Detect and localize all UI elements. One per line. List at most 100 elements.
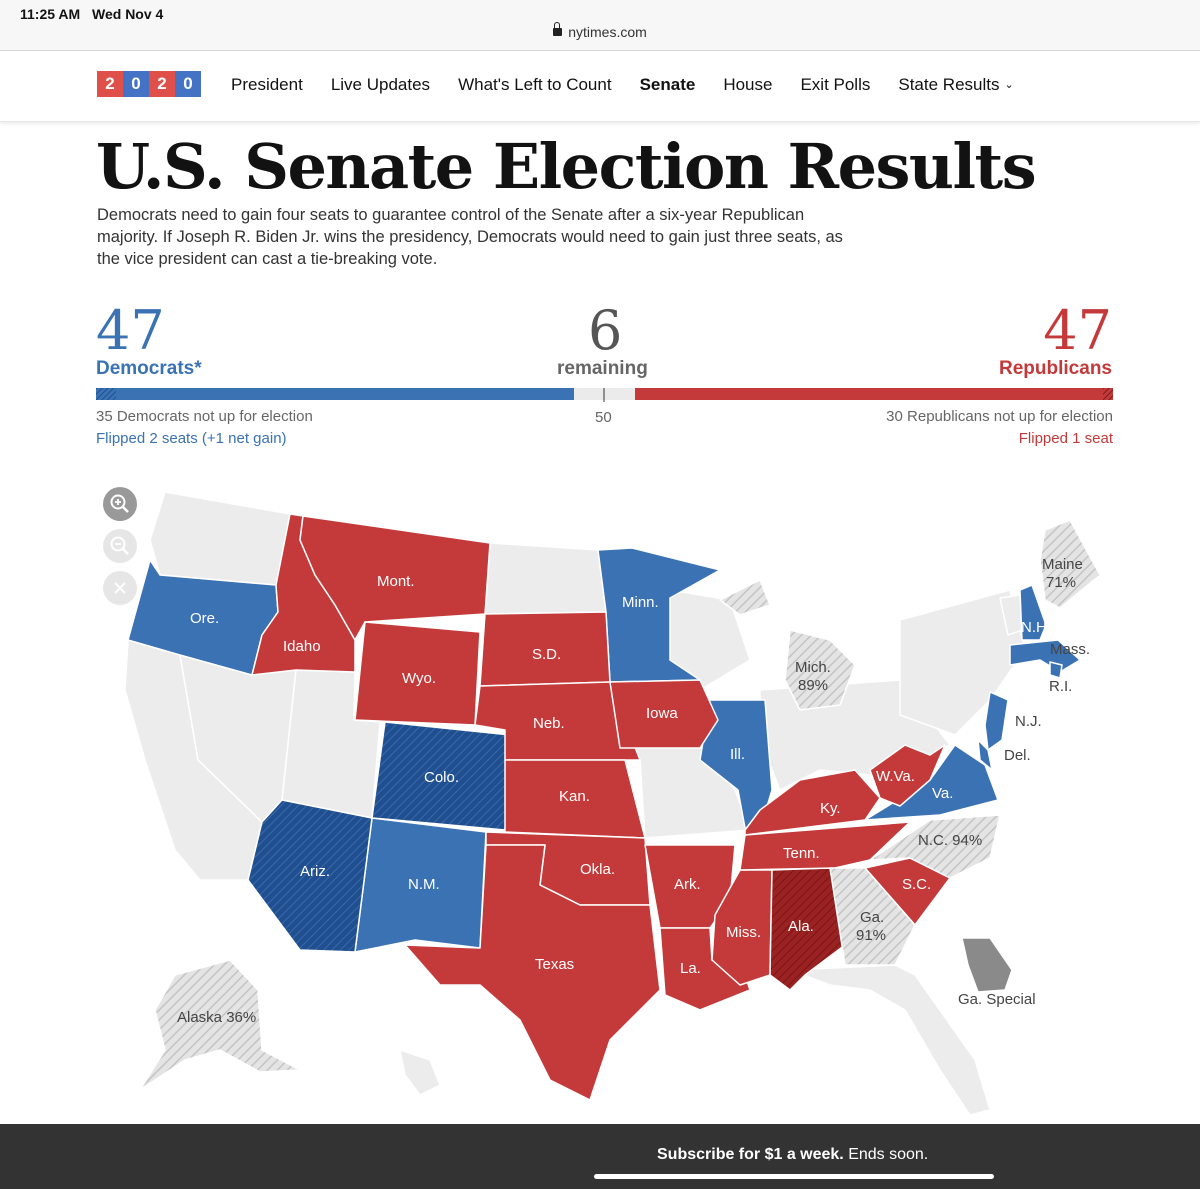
address-bar[interactable]: nytimes.com [0,22,1200,40]
election-2020-logo[interactable]: 2 0 2 0 [97,71,201,97]
state-label: Maine [1042,556,1083,573]
reset-map-button[interactable] [103,571,137,605]
state-label: Iowa [646,705,678,722]
rep-seat-count: 47 [1043,299,1112,362]
state-label: 89% [798,677,828,694]
state-label: Kan. [559,788,590,805]
rep-bar [635,388,1113,400]
state-label: Mass. [1050,641,1090,658]
rep-label: Republicans [999,358,1112,379]
state-label: 91% [856,927,886,944]
zoom-out-icon [110,536,129,555]
top-navigation: 2 0 2 0 President Live Updates What's Le… [0,51,1200,122]
nav-state-results[interactable]: State Results ⌄ [898,75,1013,95]
nav-house[interactable]: House [723,75,773,94]
reset-icon [114,582,126,594]
state-label: Ga. Special [958,991,1036,1008]
state-label: Minn. [622,594,659,611]
state-hawaii[interactable] [399,1049,441,1096]
state-mich[interactable] [719,579,856,711]
status-time: 11:25 AM [20,6,81,22]
logo-digit: 2 [97,71,123,97]
state-label: Colo. [424,769,459,786]
state-ri[interactable] [1049,661,1063,679]
state-label: Mont. [377,573,415,590]
state-tenn[interactable] [739,821,911,871]
zoom-out-button[interactable] [103,529,137,563]
state-ga[interactable] [829,867,916,966]
state-label: Ill. [730,746,745,763]
state-label: Okla. [580,861,615,878]
state-wva[interactable] [869,744,946,807]
nav-live-updates[interactable]: Live Updates [330,75,431,94]
nav-president[interactable]: President [231,75,303,94]
nav-senate[interactable]: Senate [639,75,696,94]
state-label: Ga. [860,909,884,926]
state-label: S.C. [902,876,931,893]
state-label: Mich. [795,659,831,676]
dem-not-up-note: 35 Democrats not up for election [96,408,313,425]
state-nd[interactable] [484,542,607,615]
dem-bar [96,388,574,400]
state-label: Tenn. [783,845,820,862]
state-texas[interactable] [404,844,661,1101]
subscribe-deadline: Ends soon. [843,1146,929,1163]
state-nj[interactable] [984,691,1009,751]
dem-seat-count: 47 [96,299,165,362]
state-wash[interactable] [149,491,291,586]
rep-flipped-note: Flipped 1 seat [1018,430,1113,447]
state-ariz[interactable] [247,799,373,953]
seat-balance-bar [96,388,1113,402]
state-fla[interactable] [789,964,991,1116]
state-label: N.M. [408,876,440,893]
subscribe-text: Subscribe for $1 a week. Ends soon. [657,1146,928,1164]
state-maine[interactable] [1039,519,1101,609]
rep-flipped-bar [1103,388,1113,400]
state-label: Miss. [726,924,761,941]
chevron-down-icon: ⌄ [1004,79,1014,91]
state-nh[interactable] [1019,584,1047,641]
ios-status-bar: 11:25 AM Wed Nov 4 nytimes.com [0,0,1200,51]
dem-flipped-note: Flipped 2 seats (+1 net gain) [96,430,287,447]
page-title: U.S. Senate Election Results [96,130,1037,203]
zoom-in-button[interactable] [103,487,137,521]
state-iowa[interactable] [609,679,719,749]
home-indicator[interactable] [594,1174,994,1179]
state-nc[interactable] [869,814,1001,879]
subscribe-banner[interactable]: Subscribe for $1 a week. Ends soon. [0,1124,1200,1189]
nav-exit-polls[interactable]: Exit Polls [800,75,871,94]
state-del[interactable] [977,739,993,771]
state-label: Va. [932,785,953,802]
state-label: Neb. [533,715,565,732]
status-date: Wed Nov 4 [92,6,164,22]
state-label: N.C. 94% [918,832,982,849]
logo-digit: 0 [123,71,149,97]
remaining-label: remaining [557,358,648,379]
state-mont[interactable] [299,515,491,641]
dem-flipped-bar [96,388,116,400]
nav-whats-left[interactable]: What's Left to Count [458,75,612,94]
dem-label: Democrats* [96,358,202,379]
state-label: Ariz. [300,863,330,880]
state-label: Del. [1004,747,1031,764]
logo-digit: 2 [149,71,175,97]
zoom-in-icon [110,494,129,513]
state-label: Ore. [190,610,219,627]
logo-digit: 0 [175,71,201,97]
senate-results-map: Ore. Idaho Mont. Wyo. S.D. Neb. Minn. Io… [124,491,1101,1116]
state-label: N.H. [1021,619,1051,636]
state-label: Wyo. [402,670,436,687]
url-text: nytimes.com [568,24,647,40]
state-label: R.I. [1049,678,1072,695]
state-ky[interactable] [744,769,881,836]
remaining-seat-count: 6 [588,299,623,362]
state-label: Idaho [283,638,321,655]
state-alaska[interactable] [139,959,301,1091]
state-label: Ala. [788,918,814,935]
state-label: Ky. [820,800,841,817]
state-ga-special[interactable] [961,937,1013,993]
state-label: Alaska 36% [177,1009,256,1026]
state-label: N.J. [1015,713,1042,730]
state-label: La. [680,960,701,977]
state-label: Texas [535,956,574,973]
